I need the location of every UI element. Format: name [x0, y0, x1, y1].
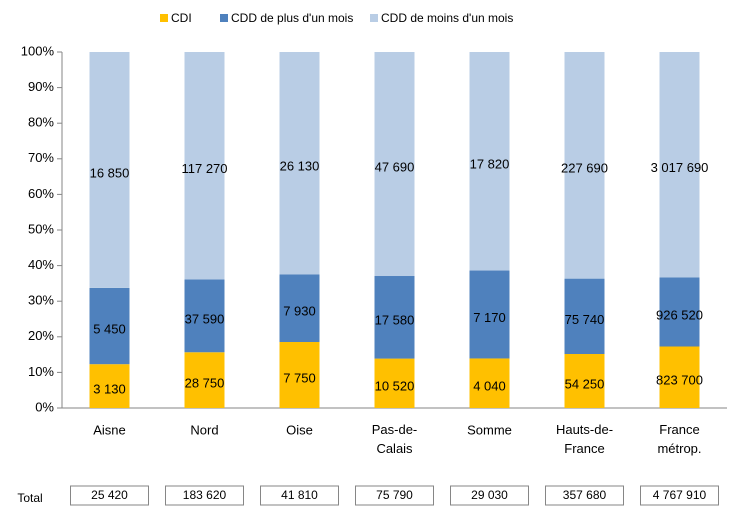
- legend-label: CDD de moins d'un mois: [381, 11, 513, 25]
- value-label: 3 017 690: [651, 160, 709, 175]
- value-label: 17 820: [470, 157, 510, 172]
- total-value: 357 680: [563, 488, 607, 502]
- total-value: 25 420: [91, 488, 128, 502]
- bar-segment: [279, 274, 320, 343]
- value-label: 3 130: [93, 382, 126, 397]
- legend-swatch: [160, 14, 168, 22]
- value-label: 227 690: [561, 161, 608, 176]
- bar-segment: [184, 52, 225, 280]
- bar-segment: [374, 52, 415, 277]
- bar-segment: [184, 352, 225, 408]
- total-box: [355, 485, 434, 506]
- bar-segment: [659, 346, 700, 408]
- x-tick-label: Pas-de-Calais: [372, 422, 418, 456]
- bar-segment: [564, 278, 605, 355]
- value-label: 7 930: [283, 304, 316, 319]
- y-tick-label: 0%: [35, 399, 54, 414]
- y-tick-label: 10%: [28, 364, 54, 379]
- total-label: Total: [17, 491, 42, 505]
- bar-segment: [279, 342, 320, 408]
- y-tick-label: 100%: [21, 43, 55, 58]
- legend-label: CDD de plus d'un mois: [231, 11, 353, 25]
- total-value: 183 620: [183, 488, 227, 502]
- y-tick-label: 20%: [28, 328, 54, 343]
- legend-swatch: [370, 14, 378, 22]
- total-box: [640, 485, 719, 506]
- total-value: 29 030: [471, 488, 508, 502]
- bar-segment: [659, 52, 700, 278]
- total-box: [70, 485, 149, 506]
- bar-segment: [469, 270, 510, 359]
- bar-segment: [374, 358, 415, 408]
- x-tick-label: Nord: [190, 422, 218, 437]
- bar-segment: [89, 52, 130, 288]
- total-value: 75 790: [376, 488, 413, 502]
- y-tick-label: 70%: [28, 150, 54, 165]
- value-label: 117 270: [181, 161, 227, 176]
- value-label: 47 690: [375, 159, 415, 174]
- total-box: [450, 485, 529, 506]
- bar-segment: [89, 364, 130, 408]
- x-tick-label: Oise: [286, 422, 313, 437]
- total-box: [545, 485, 624, 506]
- value-label: 926 520: [656, 307, 703, 322]
- x-tick-label: Somme: [467, 422, 512, 437]
- value-label: 5 450: [93, 321, 126, 336]
- x-tick-label: France métrop.: [657, 422, 701, 456]
- y-tick-label: 80%: [28, 115, 54, 130]
- x-tick-label: Aisne: [93, 422, 126, 437]
- value-label: 75 740: [565, 312, 605, 327]
- bar-segment: [469, 52, 510, 271]
- y-tick-label: 90%: [28, 79, 54, 94]
- bar-segment: [659, 277, 700, 347]
- total-value: 4 767 910: [653, 488, 707, 502]
- value-label: 54 250: [565, 376, 605, 391]
- value-label: 16 850: [90, 165, 130, 180]
- value-label: 4 040: [473, 379, 506, 394]
- legend-label: CDI: [171, 11, 192, 25]
- bar-segment: [89, 287, 130, 365]
- y-tick-label: 30%: [28, 293, 54, 308]
- value-label: 26 130: [280, 159, 320, 174]
- y-tick-label: 50%: [28, 221, 54, 236]
- total-box: [260, 485, 339, 506]
- value-label: 7 750: [283, 370, 316, 385]
- value-label: 17 580: [375, 313, 415, 328]
- bar-segment: [564, 354, 605, 408]
- value-label: 823 700: [656, 373, 703, 388]
- y-tick-label: 40%: [28, 257, 54, 272]
- value-label: 10 520: [375, 379, 415, 394]
- value-label: 7 170: [473, 310, 506, 325]
- total-box: [165, 485, 244, 506]
- total-value: 41 810: [281, 488, 318, 502]
- legend-swatch: [220, 14, 228, 22]
- value-label: 28 750: [185, 376, 225, 391]
- bar-segment: [374, 276, 415, 359]
- value-label: 37 590: [185, 311, 225, 326]
- bar-segment: [564, 52, 605, 279]
- y-tick-label: 60%: [28, 186, 54, 201]
- bar-segment: [279, 52, 320, 275]
- x-tick-label: Hauts-de-France: [556, 422, 613, 456]
- bar-segment: [184, 279, 225, 353]
- bar-segment: [469, 358, 510, 408]
